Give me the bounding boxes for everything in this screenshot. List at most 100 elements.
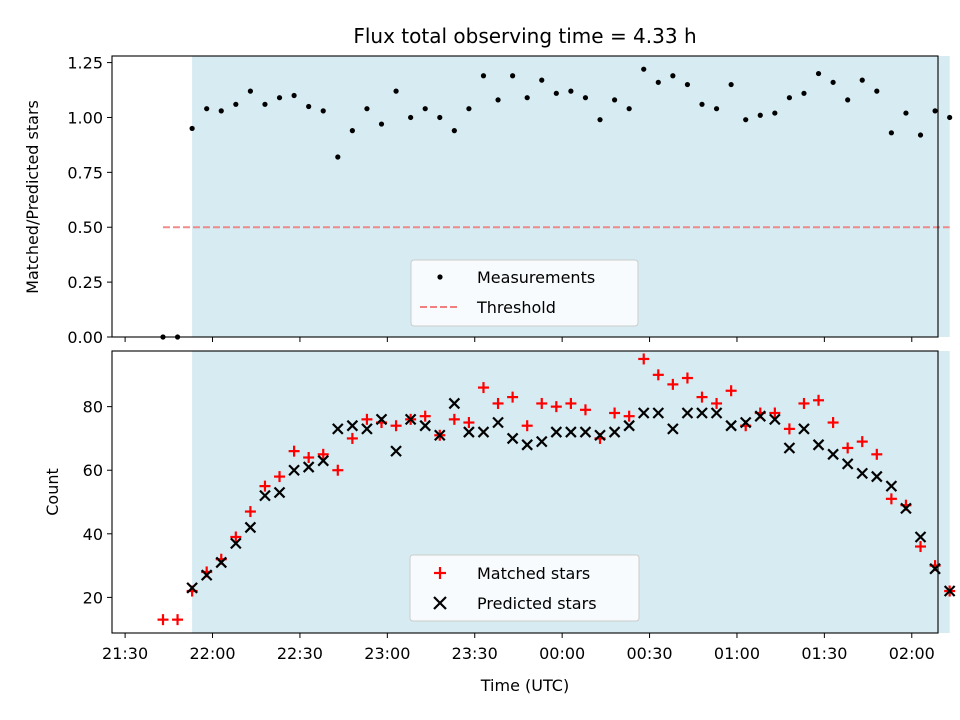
measurement-point (393, 88, 399, 94)
predicted-star-point (244, 521, 257, 534)
legend-predicted-label: Predicted stars (477, 594, 597, 613)
matched-star-point (448, 413, 460, 425)
measurement-point (699, 101, 705, 107)
legend-predicted-marker (433, 596, 447, 610)
x-tick-label: 01:00 (714, 644, 760, 663)
predicted-star-point (754, 410, 767, 422)
top-legend-box (410, 259, 639, 327)
measurement-point (378, 121, 385, 127)
bottom-legend-box (409, 554, 640, 622)
predicted-star-point (914, 531, 927, 543)
predicted-star-point (317, 454, 330, 467)
bottom-axes-frame (111, 350, 939, 634)
matched-star-point (172, 614, 184, 626)
measurement-point (684, 81, 691, 88)
matched-star-point (274, 471, 286, 483)
matched-star-point (609, 407, 621, 419)
measurement-point (641, 66, 647, 72)
top-axes-frame (111, 55, 939, 338)
matched-star-point (769, 407, 781, 419)
matched-star-point (259, 480, 271, 492)
y-tick-label: 0.75 (67, 163, 103, 182)
predicted-star-point (259, 489, 271, 502)
bottom-x-axis: 21:30 22:00 22:30 23:00 23:30 00:00 00:30 01:00… (102, 633, 935, 663)
matched-star-point (230, 531, 242, 543)
predicted-star-point (419, 419, 431, 432)
measurement-point (932, 108, 938, 114)
bottom-panel: 20 40 60 80 21:30 22:00 22:30 23:00 23:30 00:00 0… (43, 350, 956, 695)
matched-star-point (303, 452, 315, 464)
matched-star-point (536, 397, 548, 409)
predicted-star-point (798, 423, 810, 435)
bottom-y-axis: 20 40 60 80 (83, 398, 112, 607)
predicted-star-point (871, 470, 883, 483)
x-tick-label: 01:30 (801, 644, 847, 663)
top-legend: Measurements Threshold (410, 259, 639, 327)
predicted-star-point (841, 458, 854, 470)
x-tick-label: 22:00 (189, 644, 235, 663)
measurement-point (611, 97, 618, 103)
predicted-star-point (900, 502, 912, 515)
bottom-x-axis-label: Time (UTC) (480, 676, 569, 695)
measurement-point (291, 92, 297, 99)
predicted-star-point (739, 416, 752, 429)
y-tick-label: 20 (83, 588, 103, 607)
x-tick-label: 02:00 (889, 644, 935, 663)
matched-star-point (681, 372, 693, 384)
matched-star-point (783, 423, 795, 435)
measurement-point (801, 90, 807, 96)
measurement-point (845, 97, 851, 103)
measurement-point (480, 73, 487, 79)
measurement-point (859, 77, 865, 83)
predicted-star-point (332, 423, 344, 435)
predicted-star-point (812, 439, 825, 451)
measurement-point (772, 110, 778, 116)
predicted-star-point (186, 582, 198, 594)
predicted-star-point (637, 407, 650, 419)
measurement-point (495, 97, 501, 103)
matched-star-point (492, 397, 504, 409)
matched-star-point (915, 541, 927, 553)
matched-star-point (579, 404, 591, 416)
y-tick-label: 60 (83, 461, 103, 480)
matched-star-point (550, 401, 562, 413)
top-x-axis-ticks (124, 337, 913, 342)
predicted-star-point (594, 429, 606, 442)
predicted-star-point (433, 429, 446, 442)
matched-star-point (885, 493, 897, 505)
predicted-star-point (492, 416, 504, 429)
measurement-point (466, 106, 472, 112)
predicted-star-point (667, 423, 679, 435)
measurement-point (553, 90, 559, 96)
matched-star-point (419, 410, 431, 422)
predicted-star-point (943, 585, 956, 597)
y-tick-label: 0.00 (67, 328, 103, 347)
predicted-star-point (346, 419, 359, 432)
predicted-star-point (550, 426, 563, 438)
matched-star-point (332, 464, 344, 476)
measurement-point (320, 108, 326, 114)
predicted-star-point (696, 407, 708, 419)
measurement-point (903, 110, 909, 116)
measurement-point (247, 88, 253, 94)
predicted-star-point (608, 426, 621, 438)
measurement-point (306, 103, 312, 110)
top-y-axis-label: Matched/Predicted stars (23, 100, 42, 294)
legend-threshold-label: Threshold (476, 298, 556, 317)
matched-star-point (244, 506, 256, 518)
y-tick-label: 80 (83, 398, 103, 417)
predicted-star-point (448, 397, 461, 410)
predicted-star-point (477, 426, 490, 438)
matched-star-point (521, 420, 533, 432)
predicted-star-point (725, 419, 737, 432)
predicted-star-point (375, 413, 388, 426)
top-y-axis: 0.00 0.25 0.50 0.75 1.00 1.25 (67, 54, 112, 347)
predicted-star-point (230, 537, 242, 550)
matched-star-point (346, 432, 358, 444)
matched-star-point (711, 397, 723, 409)
measurement-point (874, 88, 880, 94)
measurement-point (757, 112, 763, 118)
matched-star-point (798, 397, 810, 409)
x-tick-label: 22:30 (277, 644, 323, 663)
